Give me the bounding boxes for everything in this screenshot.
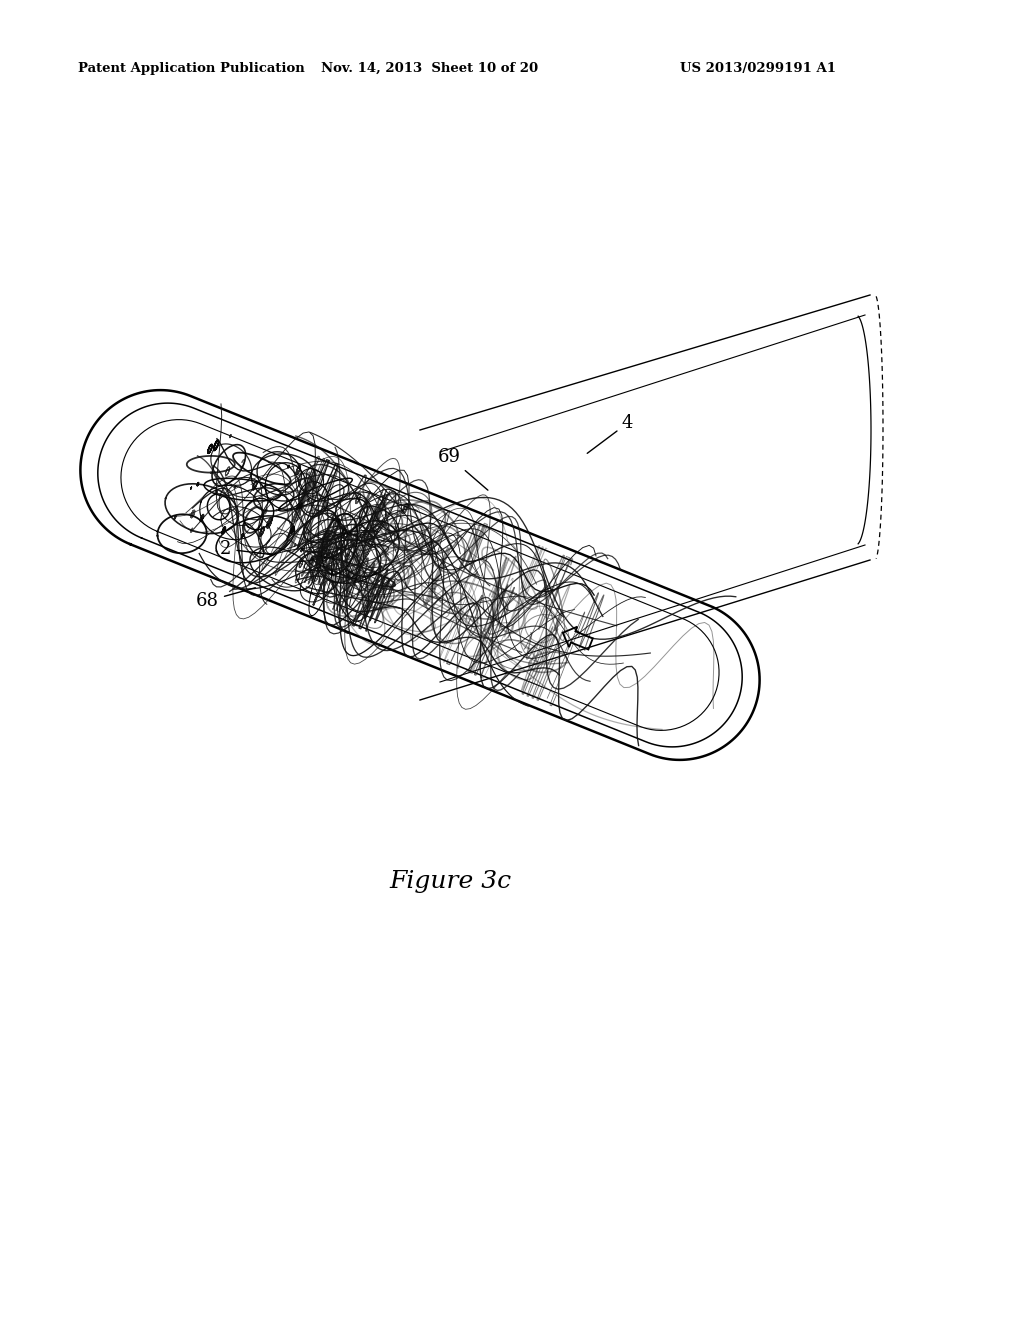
Text: Nov. 14, 2013  Sheet 10 of 20: Nov. 14, 2013 Sheet 10 of 20	[322, 62, 539, 75]
Text: 2: 2	[220, 540, 272, 558]
Text: 4: 4	[587, 414, 634, 453]
Text: Figure 3c: Figure 3c	[389, 870, 511, 894]
Text: 68: 68	[196, 587, 255, 610]
Text: US 2013/0299191 A1: US 2013/0299191 A1	[680, 62, 836, 75]
Text: 69: 69	[438, 447, 487, 490]
Text: Patent Application Publication: Patent Application Publication	[78, 62, 305, 75]
